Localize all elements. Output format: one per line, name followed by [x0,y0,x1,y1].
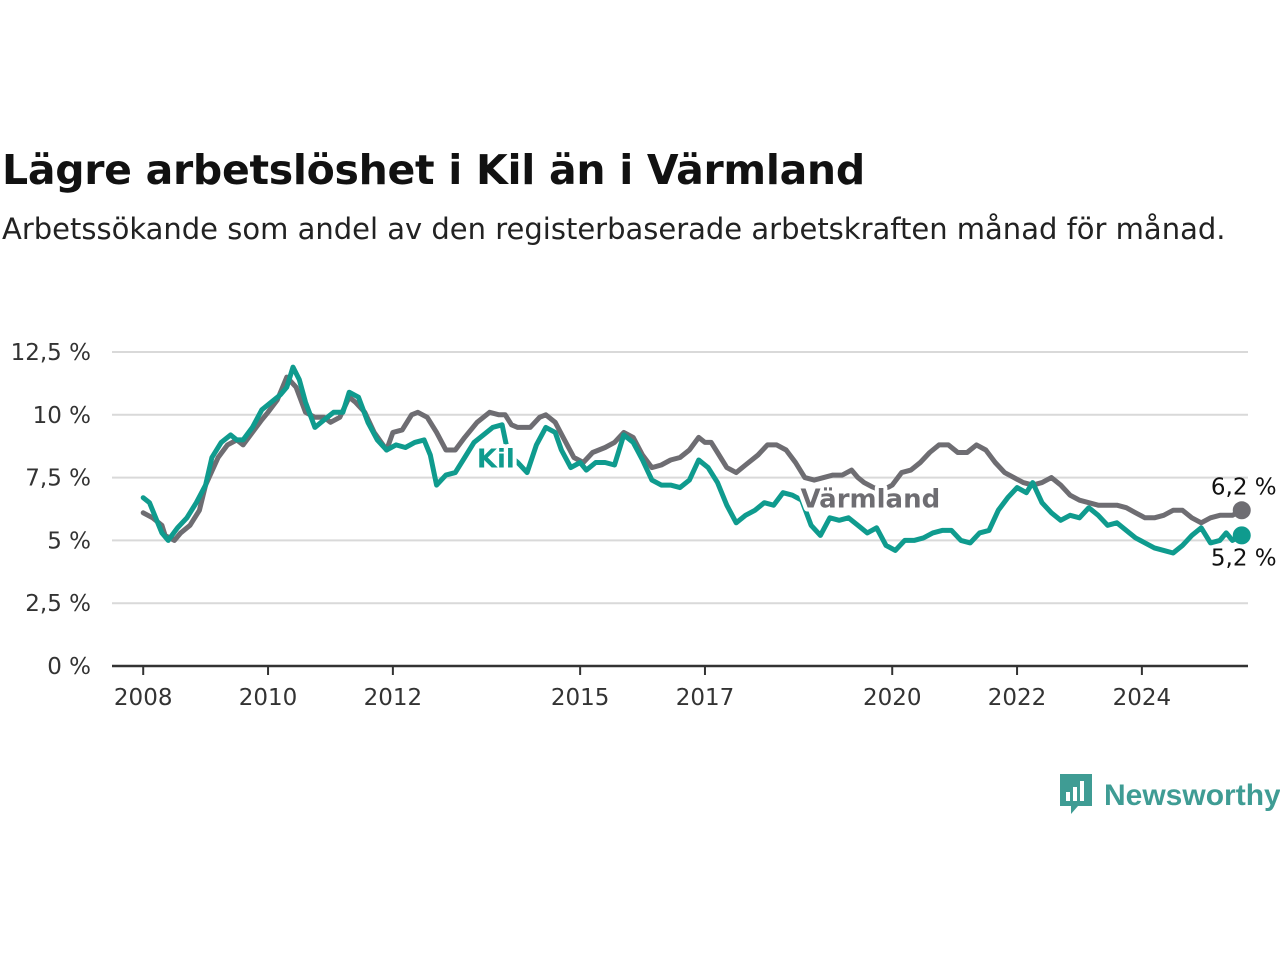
y-tick-label: 12,5 % [11,340,91,366]
series-line-kil [140,364,1245,556]
end-label-varmland: 6,2 % [1211,474,1277,500]
x-tick-label: 2012 [364,685,423,711]
y-tick-label: 0 % [47,654,91,680]
x-tick-label: 2010 [239,685,298,711]
x-tick-label: 2008 [114,685,173,711]
y-tick-label: 2,5 % [25,591,91,617]
x-tick-label: 2024 [1113,685,1172,711]
line-chart: 0 % 2,5 % 5 % 7,5 % 10 % 12,5 % 2008 2010 2012 20… [11,340,1277,711]
x-tick-label: 2020 [863,685,922,711]
y-tick-label: 10 % [33,403,91,429]
y-tick-label: 7,5 % [25,466,91,492]
chart-subtitle: Arbetssökande som andel av den registerb… [2,212,1226,246]
series-line-varmland [140,374,1245,543]
end-marker-varmland [1232,501,1251,520]
x-tick-label: 2022 [988,685,1047,711]
x-tick-label: 2017 [676,685,735,711]
end-label-kil: 5,2 % [1211,545,1277,571]
series-label-kil: Kil [477,445,515,475]
brand-name: Newsworthy [1104,779,1280,812]
y-tick-label: 5 % [47,528,91,554]
series-label-varmland: Värmland [800,485,940,515]
newsworthy-brand[interactable]: Newsworthy [1058,772,1280,820]
chart-bubble-icon [1058,772,1094,820]
end-marker-kil [1232,526,1251,545]
x-tick-label: 2015 [551,685,610,711]
chart-title: Lägre arbetslöshet i Kil än i Värmland [2,146,865,194]
